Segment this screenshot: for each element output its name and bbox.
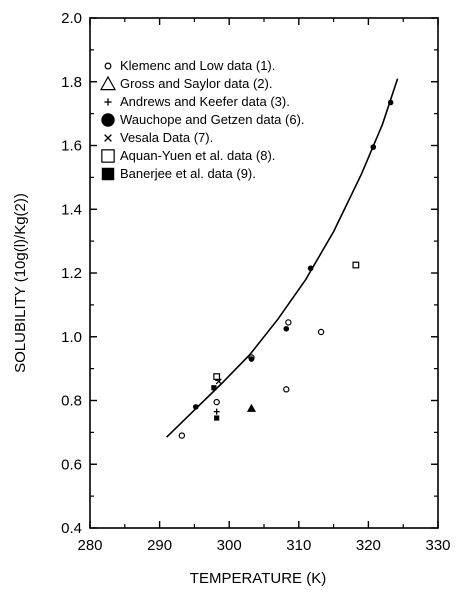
data-point-cross-b xyxy=(215,378,222,385)
legend-label: Andrews and Keefer data (3). xyxy=(120,94,290,109)
x-tick-label: 310 xyxy=(286,537,311,554)
data-point-plus xyxy=(213,408,220,415)
data-point-filled-circle xyxy=(283,325,290,332)
y-axis-title: SOLUBILITY (10g(l)/Kg(2)) xyxy=(12,193,29,373)
legend-marker-cross-b xyxy=(104,134,112,142)
data-point-open-circle-small xyxy=(178,432,186,439)
data-point-open-circle-small xyxy=(213,398,220,406)
data-point-open-square xyxy=(213,373,221,380)
y-tick-label: 0.6 xyxy=(61,456,82,473)
legend-marker-open-circle-small xyxy=(104,62,112,70)
legend-label: Gross and Saylor data (2). xyxy=(120,76,272,91)
data-point-filled-square xyxy=(214,415,220,421)
y-tick-label: 1.0 xyxy=(61,329,82,346)
y-tick-label: 0.8 xyxy=(61,393,82,410)
data-point-filled-circle xyxy=(370,144,377,150)
data-point-filled-circle xyxy=(192,404,199,410)
legend: Klemenc and Low data (1). Gross and Saylo… xyxy=(99,58,305,181)
data-point-open-circle-small xyxy=(283,386,290,393)
y-tick-label: 1.4 xyxy=(61,201,82,218)
legend-marker-filled-circle xyxy=(101,113,115,127)
x-tick-label: 300 xyxy=(217,537,242,554)
x-tick-label: 280 xyxy=(77,537,102,554)
legend-label: Banerjee et al. data (9). xyxy=(120,166,256,181)
x-tick-label: 330 xyxy=(425,537,450,554)
legend-marker-plus xyxy=(104,98,112,106)
x-tick-label: 290 xyxy=(147,537,172,554)
x-tick-label: 320 xyxy=(356,537,381,554)
data-point-triangle xyxy=(246,403,256,412)
data-point-open-circle-small xyxy=(317,328,325,336)
data-point-filled-circle xyxy=(248,356,255,362)
data-point-filled-circle xyxy=(387,99,394,106)
x-axis-title: TEMPERATURE (K) xyxy=(190,570,326,587)
data-point-filled-circle xyxy=(307,265,314,272)
legend-marker-triangle xyxy=(99,75,117,91)
y-tick-label: 2.0 xyxy=(61,10,82,27)
data-point-open-square xyxy=(352,261,360,269)
legend-label: Klemenc and Low data (1). xyxy=(120,58,275,73)
legend-label: Vesala Data (7). xyxy=(120,130,213,145)
legend-marker-open-square xyxy=(101,149,115,163)
y-tick-label: 0.4 xyxy=(61,520,82,537)
y-tick-label: 1.2 xyxy=(61,265,82,282)
data-point-open-circle-small xyxy=(285,319,292,326)
legend-marker-filled-square xyxy=(101,167,115,181)
y-tick-label: 1.8 xyxy=(61,74,82,91)
y-tick-label: 1.6 xyxy=(61,138,82,155)
legend-label: Wauchope and Getzen data (6). xyxy=(120,112,305,127)
ticks: 280 290 300 310 320 330 0.4 0.6 0.8 1.0 1.2 1.4 1.6 1… xyxy=(61,10,450,554)
legend-marker-cross xyxy=(104,134,112,142)
data-points xyxy=(178,99,394,439)
data-point-filled-square xyxy=(211,385,217,391)
legend-label: Aquan-Yuen et al. data (8). xyxy=(120,148,275,163)
